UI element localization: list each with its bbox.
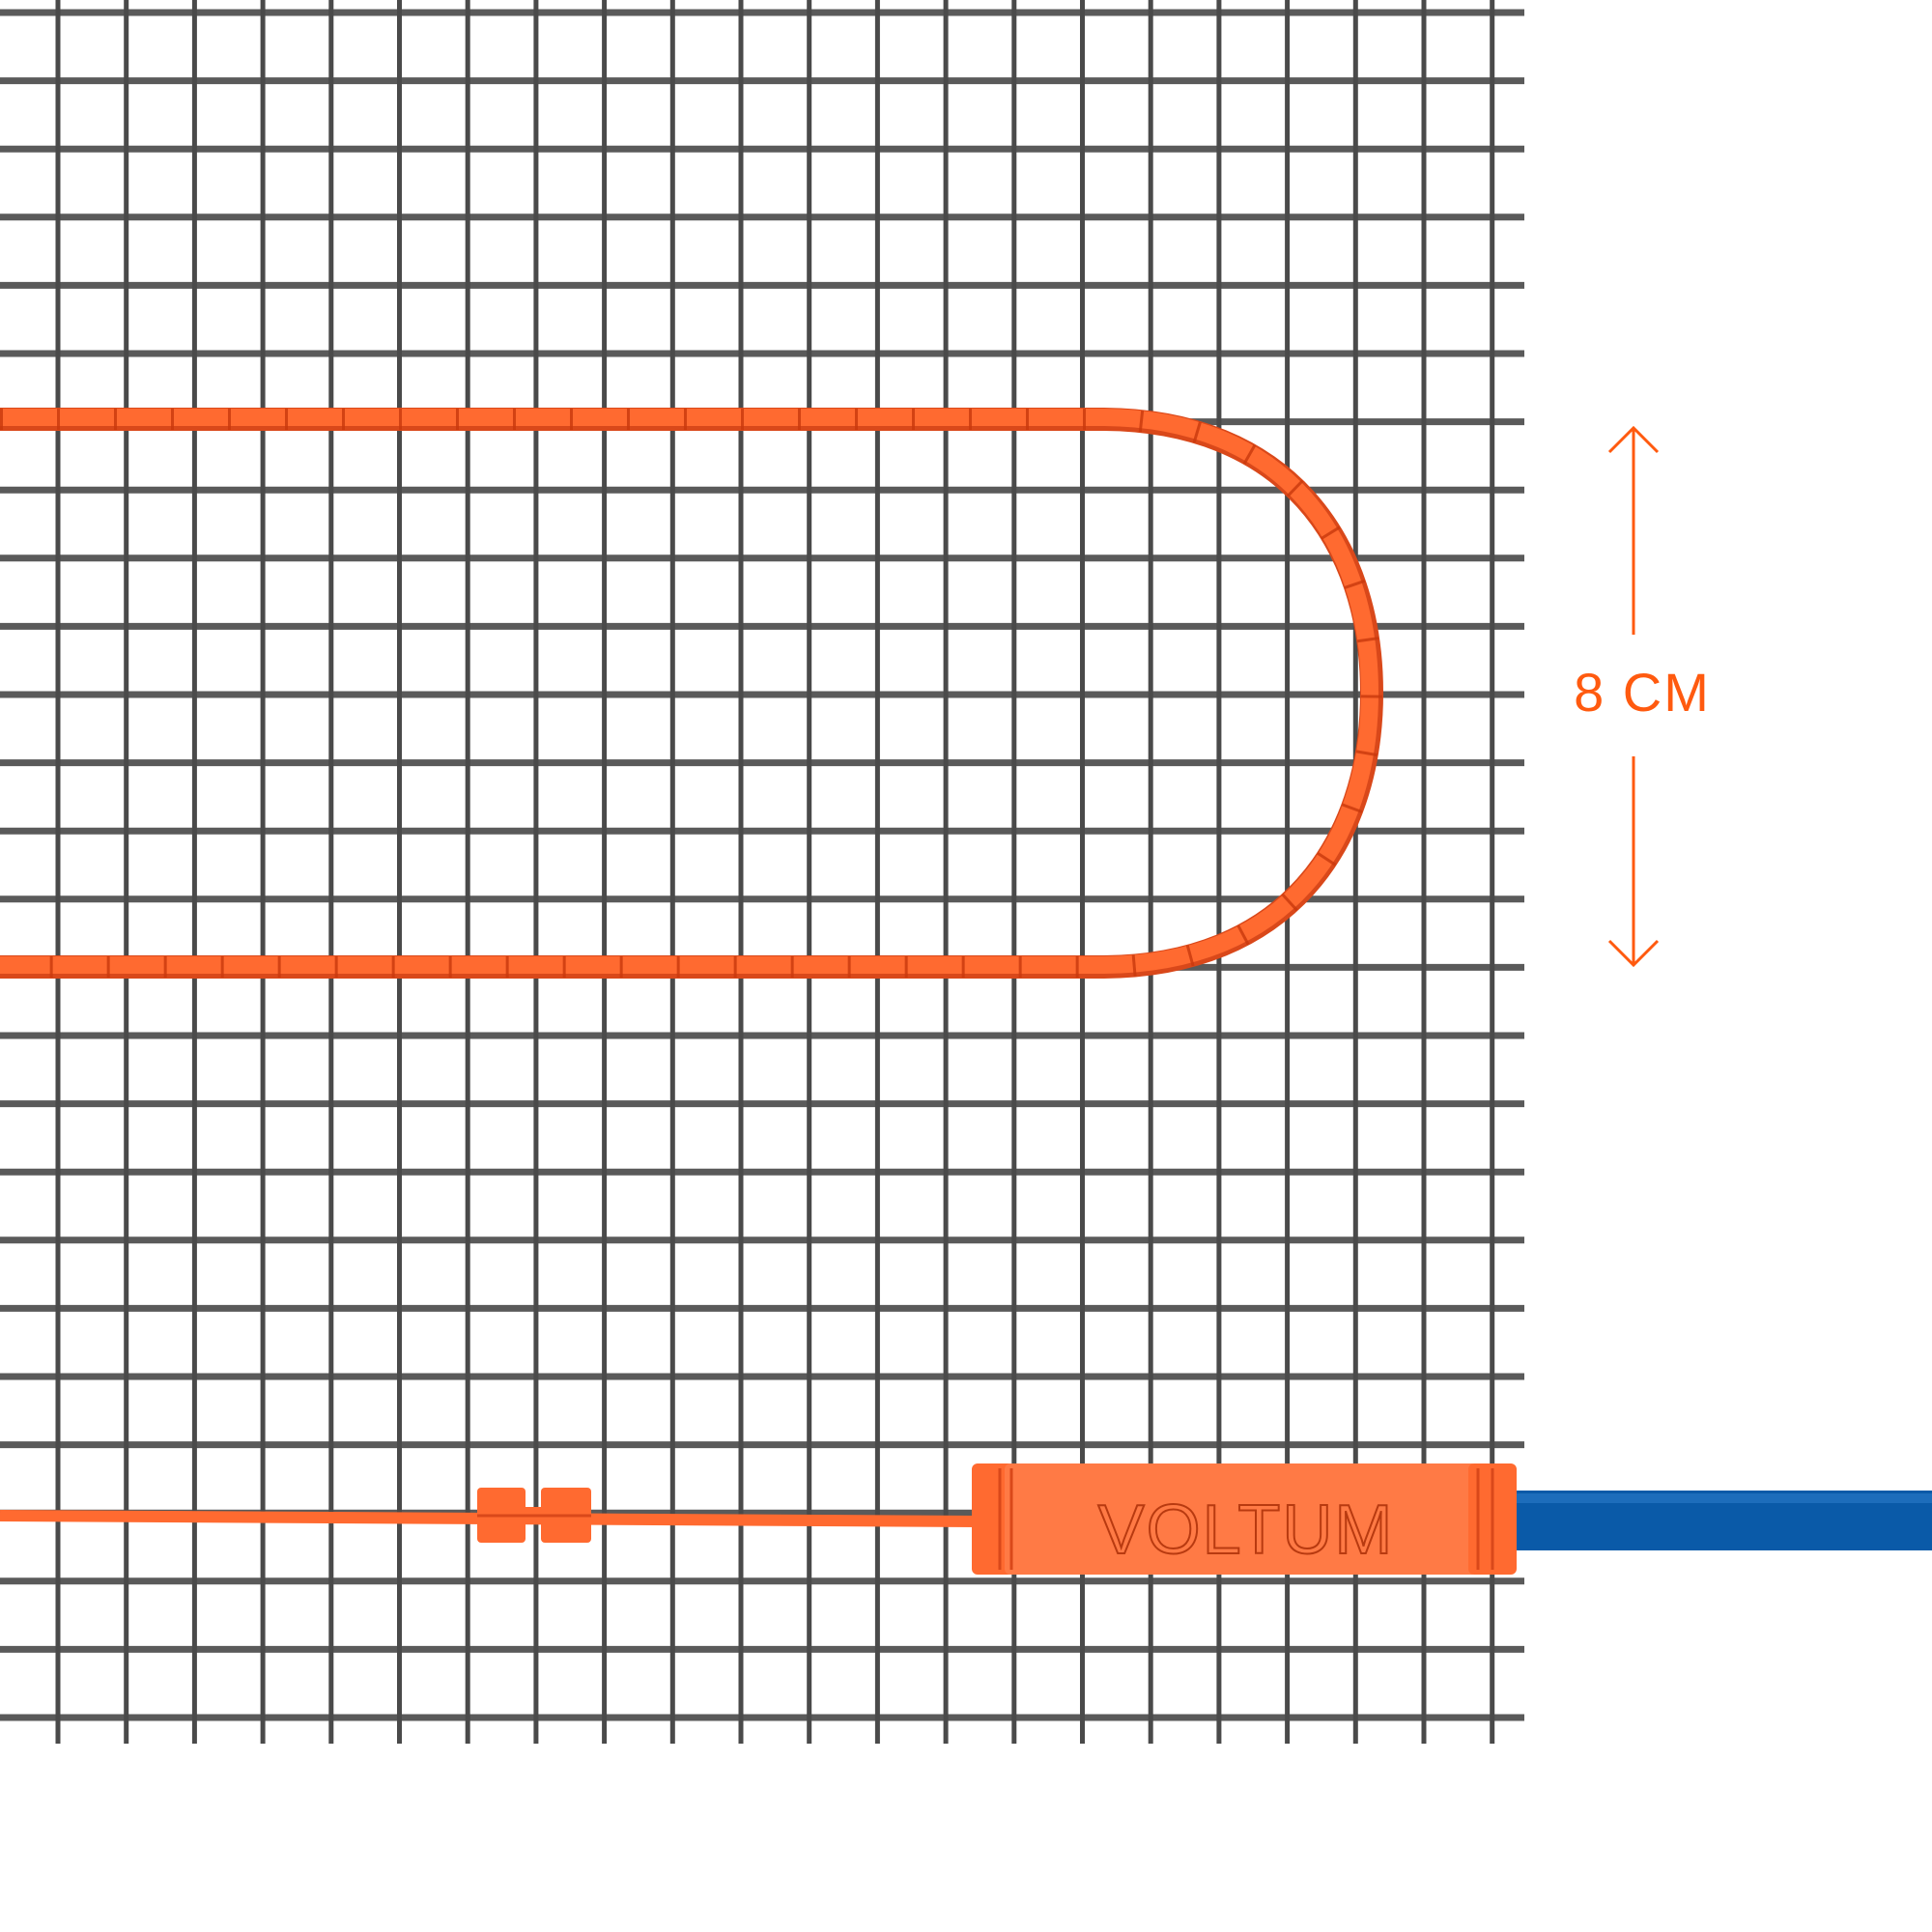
heating-cable-loop (0, 408, 1384, 979)
connector-sleeve: VOLTUM (972, 1463, 1517, 1575)
cable-clip (477, 1488, 591, 1543)
dimension-label: 8 CM (1574, 662, 1711, 723)
arrow-down-icon (1607, 756, 1660, 968)
connector-brand-logo: VOLTUM (1098, 1492, 1395, 1569)
arrow-up-icon (1607, 425, 1660, 635)
